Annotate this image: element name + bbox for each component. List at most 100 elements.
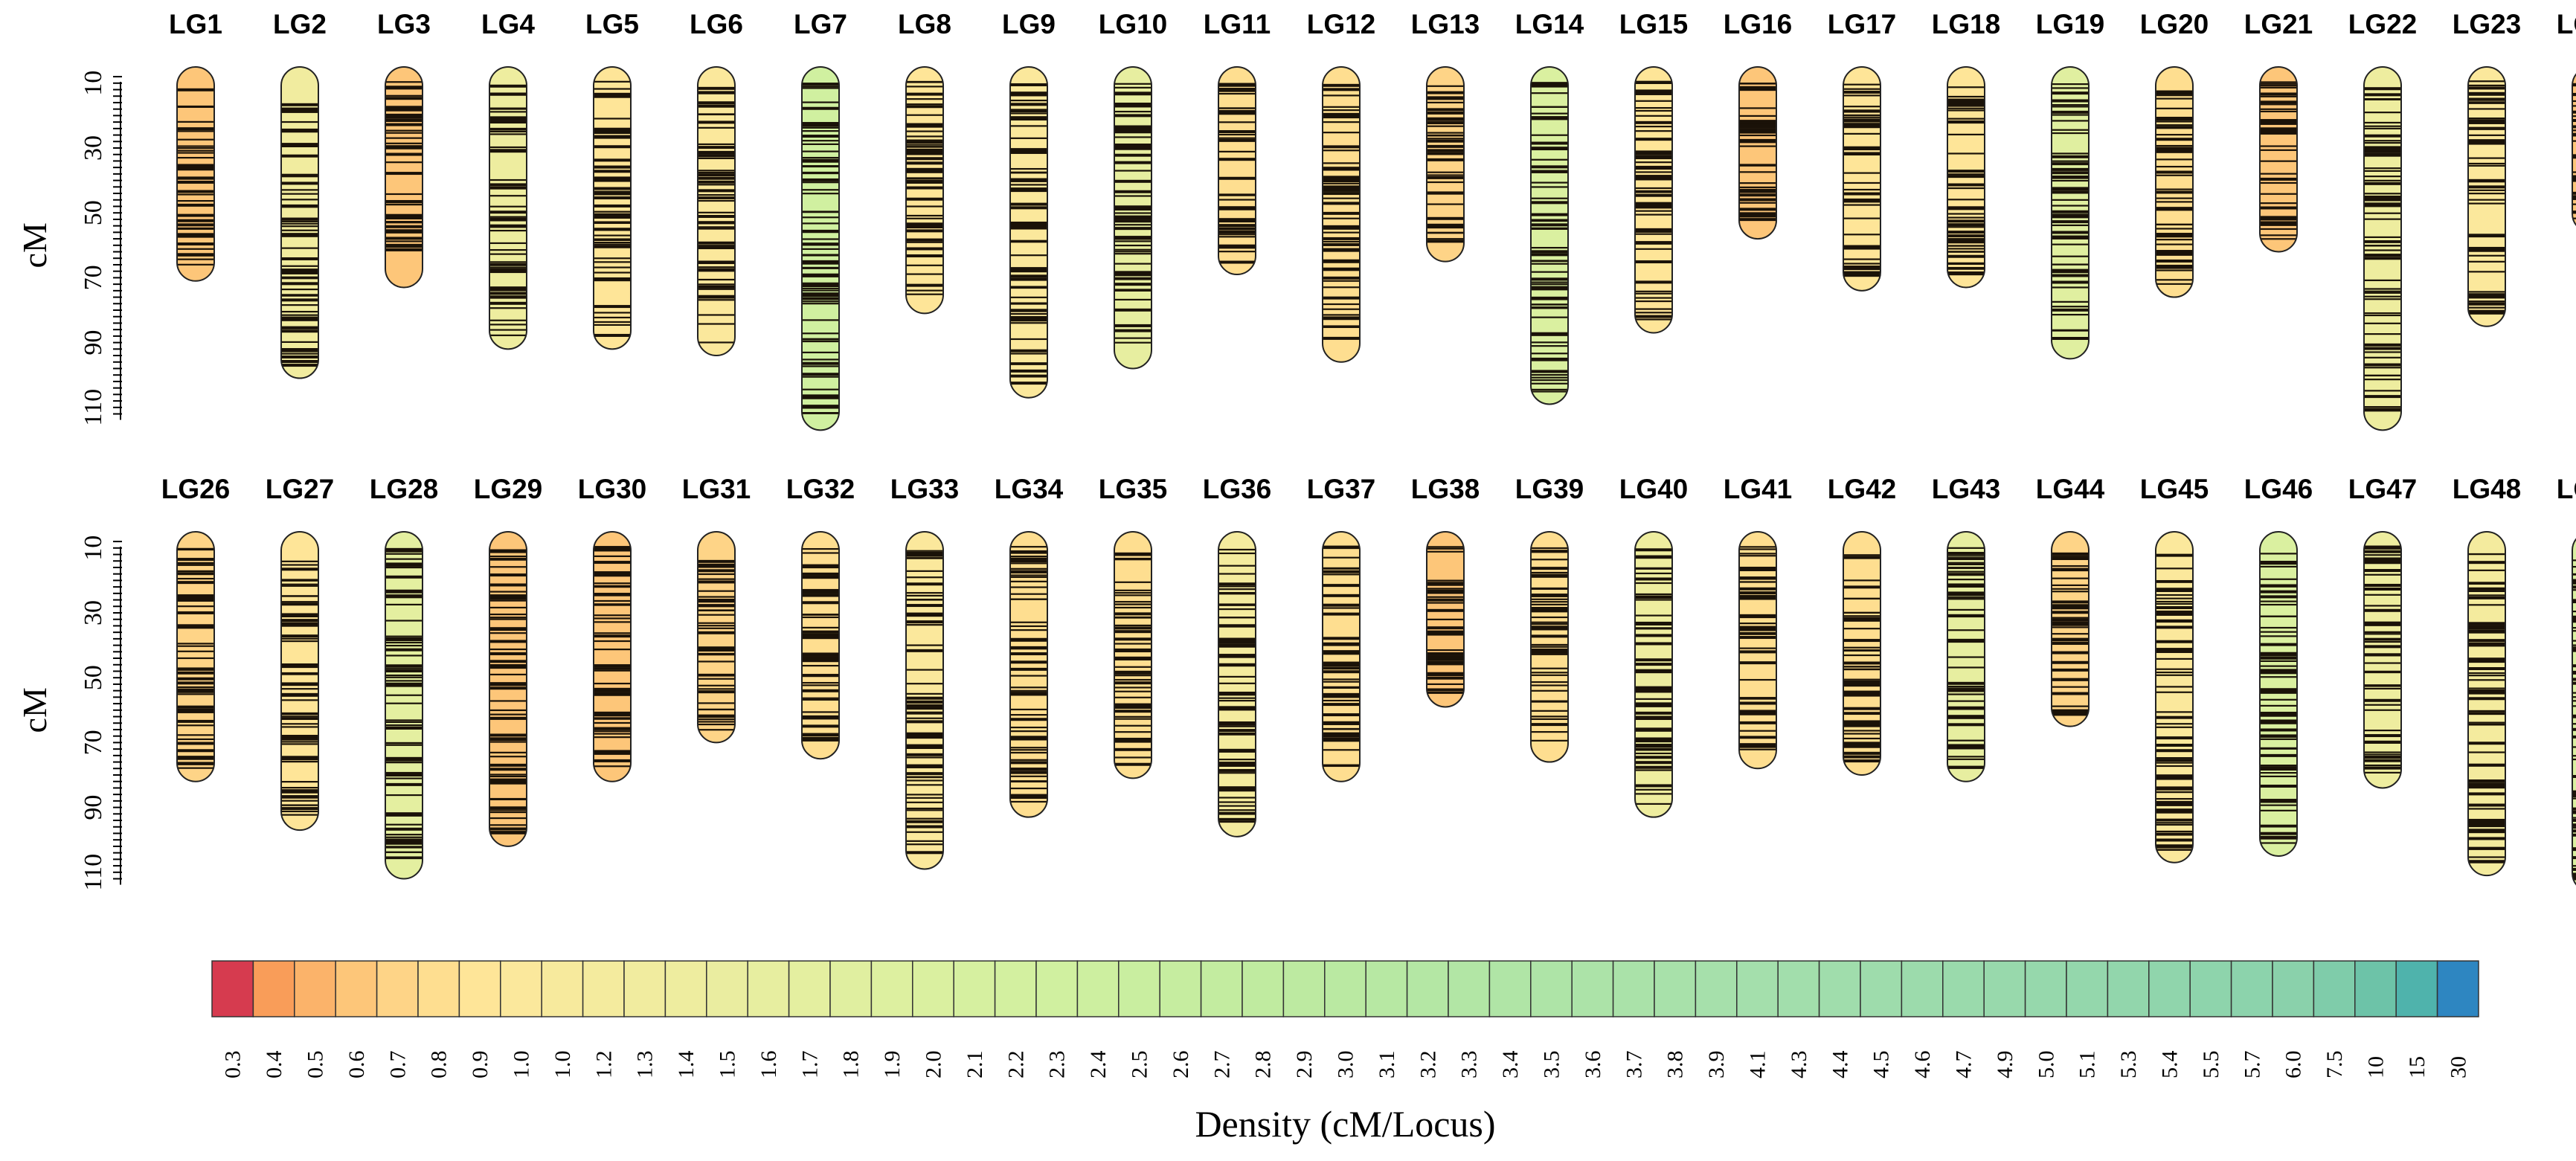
marker-line (1010, 103, 1047, 106)
marker-line (489, 107, 527, 109)
marker-line (906, 734, 943, 738)
marker-line (1010, 310, 1047, 312)
marker-line (698, 86, 735, 90)
marker-line (1947, 563, 1985, 566)
linkage-group: LG15 (1619, 9, 1688, 334)
marker-line (1323, 176, 1360, 178)
marker-line (1843, 733, 1880, 735)
marker-line (489, 226, 527, 228)
marker-line (2260, 228, 2297, 231)
marker-line (1531, 297, 1568, 300)
marker-line (1218, 107, 1256, 109)
marker-line (1635, 260, 1672, 264)
marker-line (1323, 666, 1360, 670)
marker-line (2468, 667, 2505, 671)
marker-line (1739, 198, 1776, 202)
marker-line (2364, 279, 2401, 282)
marker-line (1218, 820, 1256, 823)
marker-line (1114, 731, 1152, 733)
marker-line (281, 567, 318, 571)
marker-line (802, 222, 839, 225)
marker-line (1739, 626, 1776, 628)
legend-swatch (912, 960, 954, 1017)
marker-line (1427, 176, 1464, 179)
marker-line (1635, 280, 1672, 284)
marker-line (1531, 213, 1568, 216)
marker-line (2468, 246, 2505, 250)
marker-line (1843, 713, 1880, 715)
marker-line (2052, 709, 2089, 713)
marker-line (177, 219, 214, 222)
legend-swatch (1901, 960, 1944, 1017)
marker-line (1635, 210, 1672, 212)
marker-line (1010, 652, 1047, 656)
marker-line (1531, 186, 1568, 188)
marker-line (177, 742, 214, 745)
marker-line (489, 778, 527, 780)
marker-line (1010, 794, 1047, 797)
marker-line (906, 81, 943, 83)
marker-line (1739, 650, 1776, 654)
marker-line (1010, 99, 1047, 102)
marker-line (1427, 216, 1464, 220)
marker-line (1218, 231, 1256, 234)
legend-swatch (2230, 960, 2273, 1017)
marker-line (594, 241, 631, 244)
marker-line (281, 789, 318, 793)
marker-line (906, 157, 943, 161)
marker-line (802, 216, 839, 219)
marker-line (594, 135, 631, 138)
legend-value-label: 2.0 (922, 1051, 946, 1079)
marker-line (594, 585, 631, 587)
marker-line (1531, 603, 1568, 605)
marker-line (2260, 173, 2297, 175)
marker-line (177, 762, 214, 764)
marker-line (1323, 317, 1360, 321)
legend-swatch (1818, 960, 1861, 1017)
chromosome-outline (1947, 531, 1985, 782)
marker-line (1010, 369, 1047, 373)
marker-line (2468, 126, 2505, 129)
marker-line (802, 351, 839, 353)
marker-line (594, 603, 631, 605)
marker-line (1635, 205, 1672, 208)
marker-line (1010, 567, 1047, 570)
marker-line (385, 142, 423, 144)
marker-line (1114, 678, 1152, 681)
marker-line (2468, 102, 2505, 104)
marker-line (1218, 617, 1256, 619)
marker-line (1739, 647, 1776, 649)
marker-line (1947, 103, 1985, 107)
marker-line (2468, 831, 2505, 834)
marker-line (1635, 743, 1672, 747)
marker-line (1843, 116, 1880, 118)
marker-line (802, 588, 839, 592)
marker-line (1947, 262, 1985, 264)
marker-line (2364, 140, 2401, 142)
marker-line (1843, 204, 1880, 206)
marker-line (281, 693, 318, 697)
chromosome-body (2572, 532, 2576, 892)
linkage-group: LG35 (1099, 474, 1167, 779)
marker-line (177, 199, 214, 202)
marker-line (177, 762, 214, 765)
marker-line (1843, 742, 1880, 744)
marker-line (1010, 109, 1047, 112)
marker-line (2364, 569, 2401, 573)
marker-line (2572, 105, 2576, 107)
marker-line (906, 644, 943, 646)
marker-line (594, 204, 631, 208)
legend-value-label: 7.5 (2322, 1051, 2347, 1079)
marker-line (1114, 737, 1152, 740)
marker-line (594, 246, 631, 248)
marker-line (802, 193, 839, 195)
marker-line (2572, 154, 2576, 156)
marker-line (906, 171, 943, 173)
marker-line (802, 135, 839, 138)
linkage-group: LG30 (578, 474, 646, 782)
marker-line (698, 228, 735, 230)
axis-tick-label: 110 (80, 854, 107, 891)
marker-line (1947, 614, 1985, 616)
marker-line (1218, 88, 1256, 90)
marker-line (2260, 799, 2297, 803)
